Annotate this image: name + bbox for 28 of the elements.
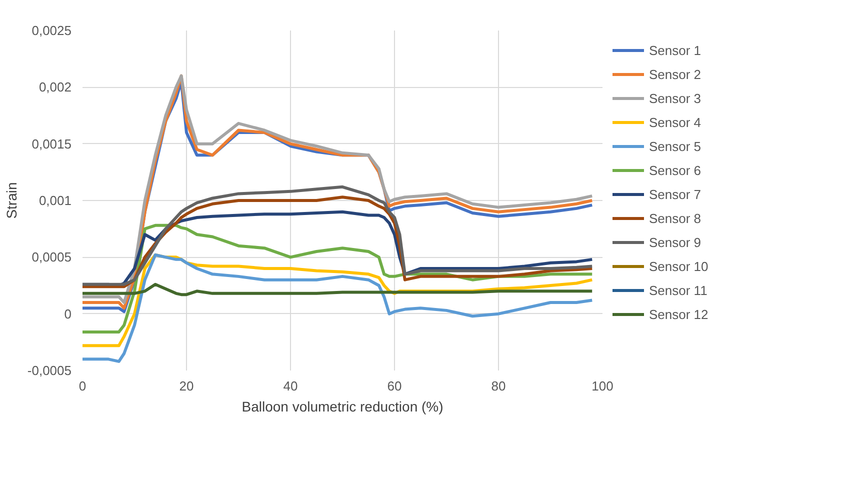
legend-label: Sensor 11 (649, 282, 708, 300)
legend-label: Sensor 6 (649, 162, 702, 180)
line-series (82, 282, 594, 296)
x-tick-label: 0 (78, 378, 86, 394)
y-tick-label: -0,0005 (27, 363, 72, 378)
y-tick-label: 0 (64, 306, 72, 322)
y-tick-label: 0,001 (38, 193, 72, 208)
y-tick-label: 0,0005 (32, 250, 72, 265)
x-tick-label: 60 (387, 378, 402, 394)
y-tick-label: 0,002 (38, 80, 72, 95)
y-tick-label: 0,0015 (32, 136, 72, 152)
x-axis-title: Balloon volumetric reduction (%) (242, 398, 444, 414)
legend-label: Sensor 7 (649, 186, 702, 204)
legend-label: Sensor 3 (649, 90, 702, 108)
x-tick-label: 20 (179, 378, 194, 394)
x-tick-label: 80 (491, 378, 506, 394)
legend-label: Sensor 1 (649, 42, 702, 60)
legend-label: Sensor 12 (649, 306, 708, 324)
legend-label: Sensor 10 (649, 258, 708, 276)
legend-label: Sensor 9 (649, 234, 702, 252)
legend-label: Sensor 4 (649, 114, 702, 132)
legend-label: Sensor 2 (649, 66, 702, 84)
y-tick-label: 0,0025 (32, 23, 72, 38)
legend-label: Sensor 8 (649, 210, 702, 228)
y-axis-title: Strain (3, 182, 20, 219)
legend-label: Sensor 5 (649, 138, 702, 156)
x-tick-label: 100 (592, 378, 614, 394)
x-tick-label: 40 (283, 378, 298, 394)
